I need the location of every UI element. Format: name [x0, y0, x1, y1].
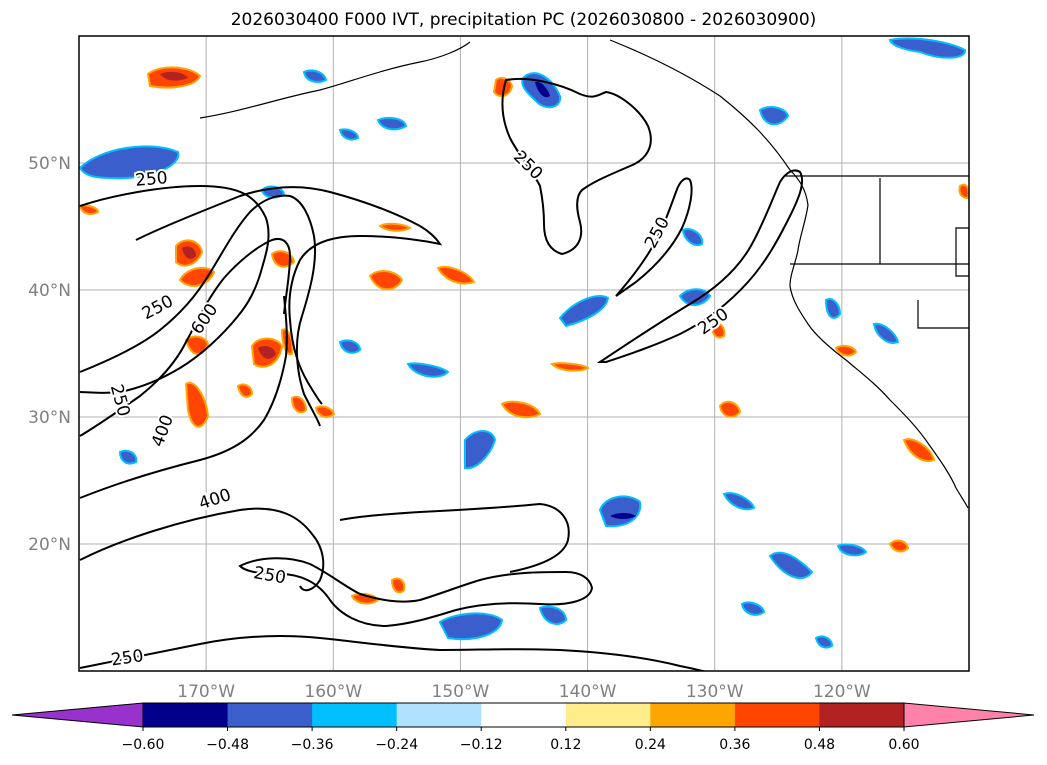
- lon-tick-label: 150°W: [432, 682, 490, 702]
- axis-ticks: 50°N 40°N 30°N 20°N 170°W 160°W 150°W 140°W 130°…: [28, 154, 871, 702]
- colorbar-segment: [227, 703, 313, 727]
- pos-anomaly-patch: [270, 250, 296, 268]
- lon-tick-label: 120°W: [813, 682, 871, 702]
- pos-anomaly-patch: [902, 438, 936, 462]
- neg-anomaly-patch: [722, 492, 756, 511]
- colorbar-segment: [819, 703, 905, 727]
- colorbar-tick-label: 0.36: [719, 737, 750, 753]
- colorbar-segment: [650, 703, 736, 727]
- neg-anomaly-patch: [610, 513, 636, 519]
- pos-anomaly-patch: [290, 395, 308, 414]
- coastlines: [199, 39, 969, 509]
- lat-tick-label: 30°N: [28, 408, 71, 428]
- neg-anomaly-patch: [438, 612, 504, 641]
- map-frame: [78, 35, 970, 672]
- colorbar-segment: [481, 703, 567, 727]
- neg-anomaly-patch: [681, 228, 704, 246]
- neg-anomaly-patch: [79, 145, 180, 180]
- pos-anomaly-patch: [834, 344, 858, 357]
- colorbar-segment: [143, 703, 229, 727]
- neg-anomaly-patch: [535, 81, 550, 98]
- colorbar-segment: [565, 703, 651, 727]
- lon-tick-label: 170°W: [177, 682, 235, 702]
- neg-anomaly-patch: [406, 362, 450, 378]
- neg-anomaly-patch: [814, 635, 834, 649]
- colorbar-tick-label: −0.60: [122, 737, 165, 753]
- neg-anomaly-patch: [758, 106, 790, 126]
- pos-anomaly-patch: [184, 381, 210, 428]
- neg-anomaly-patch: [464, 430, 497, 470]
- pos-anomaly-patch: [236, 383, 254, 398]
- colorbar-tick-label: −0.24: [375, 737, 418, 753]
- lat-tick-label: 40°N: [28, 281, 71, 301]
- pos-anomaly-patch: [958, 183, 969, 200]
- pos-anomaly-patch: [184, 335, 210, 355]
- neg-anomaly-patch: [558, 295, 610, 328]
- neg-anomaly-patch: [872, 322, 900, 344]
- colorbar-tick-label: −0.12: [460, 737, 503, 753]
- colorbar-tick-label: 0.48: [804, 737, 835, 753]
- map-background: [79, 36, 969, 671]
- lon-tick-label: 140°W: [559, 682, 617, 702]
- neg-anomaly-patch: [302, 69, 328, 83]
- map-title: 2026030400 F000 IVT, precipitation PC (2…: [230, 10, 817, 30]
- colorbar-extend-high: [903, 702, 1035, 728]
- neg-anomaly-patch: [598, 495, 642, 528]
- colorbar-tick-label: 0.12: [550, 737, 581, 753]
- pos-anomaly-patch: [378, 222, 412, 232]
- colorbar-segment: [312, 703, 398, 727]
- colorbar-tick-label: 0.24: [635, 737, 666, 753]
- pos-anomaly-patch: [492, 77, 514, 98]
- lat-tick-label: 20°N: [28, 535, 71, 555]
- contour-value-label: 250: [134, 168, 168, 191]
- pos-anomaly-patch: [710, 322, 726, 339]
- ivt-contours: [79, 78, 804, 671]
- pos-anomaly-patch: [258, 346, 276, 359]
- neg-anomaly-patch: [538, 605, 568, 625]
- neg-anomaly-patch: [740, 601, 766, 616]
- neg-anomaly-patch: [376, 117, 408, 131]
- pos-anomaly-patch: [182, 246, 196, 259]
- pos-anomaly-patch: [314, 405, 336, 418]
- colorbar-extend-low: [11, 702, 144, 728]
- colorbar-tick-label: −0.48: [206, 737, 249, 753]
- pos-anomaly-patch: [436, 266, 476, 285]
- neg-anomaly-patch: [888, 37, 966, 59]
- colorbar-tick-label: 0.60: [888, 737, 919, 753]
- pos-anomaly-patch: [550, 362, 590, 372]
- pos-anomaly-patch: [390, 577, 406, 594]
- pos-anomaly-patch: [368, 270, 404, 291]
- neg-anomaly-patch: [118, 449, 138, 465]
- neg-anomaly-patch: [338, 339, 362, 354]
- neg-anomaly-patch: [768, 551, 814, 580]
- colorbar-frame: [142, 702, 905, 728]
- pos-anomaly-patch: [79, 204, 100, 215]
- colorbar-segment: [396, 703, 482, 727]
- neg-anomaly-patch: [824, 298, 842, 319]
- lat-tick-label: 50°N: [28, 154, 71, 174]
- pos-anomaly-patch: [160, 71, 188, 81]
- pos-anomaly-patch: [888, 539, 910, 553]
- pos-anomaly-patch: [718, 400, 742, 418]
- neg-anomaly-patch: [836, 543, 868, 557]
- colorbar-segment: [734, 703, 820, 727]
- pos-anomaly-patch: [500, 400, 542, 419]
- lon-tick-label: 130°W: [686, 682, 744, 702]
- lon-tick-label: 160°W: [304, 682, 362, 702]
- colorbar-tick-label: −0.36: [291, 737, 334, 753]
- colorbar: −0.60 −0.48 −0.36 −0.24 −0.12 0.12 0.24 0.36 0.4…: [11, 702, 1035, 753]
- neg-anomaly-patch: [338, 128, 360, 141]
